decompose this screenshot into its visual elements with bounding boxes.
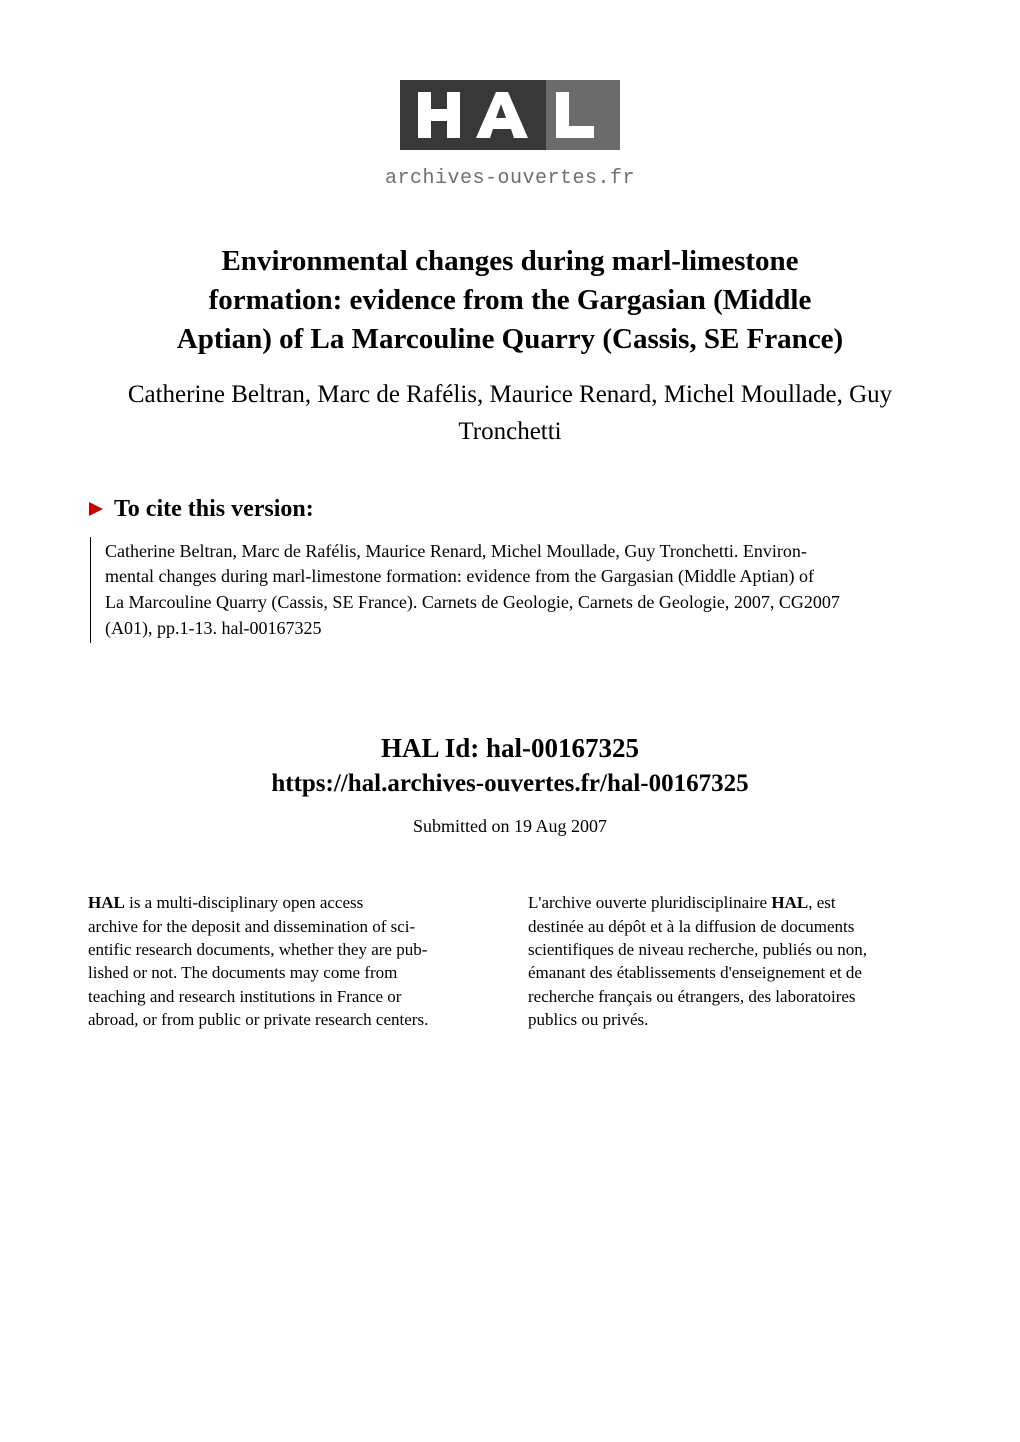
citation-block: Catherine Beltran, Marc de Rafélis, Maur… [90,537,932,643]
left-l4: lished or not. The documents may come fr… [88,963,397,982]
title-line-1: Environmental changes during marl-limest… [221,245,798,277]
description-right: L'archive ouverte pluridisciplinaire HAL… [528,891,932,1032]
citation-line-2: mental changes during marl-limestone for… [105,566,814,586]
right-l5: recherche français ou étrangers, des lab… [528,987,856,1006]
citation-line-4: (A01), pp.1-13. hal-00167325 [105,618,321,638]
citation-line-3: La Marcouline Quarry (Cassis, SE France)… [105,592,840,612]
cite-header: To cite this version: [88,496,932,523]
hal-logo-url: archives-ouvertes.fr [88,167,932,190]
hal-id: HAL Id: hal-00167325 [88,733,932,764]
hal-bold-right: HAL [771,893,808,912]
authors: Catherine Beltran, Marc de Rafélis, Maur… [88,377,932,450]
right-l6: publics ou privés. [528,1010,648,1029]
hal-logo-icon [400,80,620,168]
cite-triangle-icon [88,501,104,517]
title-block: Environmental changes during marl-limest… [96,242,924,359]
title-line-2: formation: evidence from the Gargasian (… [209,284,812,316]
hal-logo-block: archives-ouvertes.fr [88,80,932,190]
right-l1-post: , est [808,893,835,912]
left-l3: entific research documents, whether they… [88,940,427,959]
description-columns: HAL is a multi-disciplinary open access … [88,891,932,1032]
hal-url[interactable]: https://hal.archives-ouvertes.fr/hal-001… [88,770,932,798]
right-l2: destinée au dépôt et à la diffusion de d… [528,917,854,936]
citation-line-1: Catherine Beltran, Marc de Rafélis, Maur… [105,541,807,561]
hal-bold-left: HAL [88,893,125,912]
left-l5: teaching and research institutions in Fr… [88,987,401,1006]
right-l4: émanant des établissements d'enseignemen… [528,963,862,982]
cite-label: To cite this version: [114,496,314,523]
paper-title: Environmental changes during marl-limest… [96,242,924,359]
authors-line-2: Tronchetti [458,418,561,445]
description-left: HAL is a multi-disciplinary open access … [88,891,492,1032]
submission-date: Submitted on 19 Aug 2007 [88,816,932,837]
title-line-3: Aptian) of La Marcouline Quarry (Cassis,… [177,323,843,355]
left-l1: is a multi-disciplinary open access [125,893,363,912]
right-l3: scientifiques de niveau recherche, publi… [528,940,867,959]
authors-line-1: Catherine Beltran, Marc de Rafélis, Maur… [128,381,892,408]
right-l1-pre: L'archive ouverte pluridisciplinaire [528,893,771,912]
hal-id-block: HAL Id: hal-00167325 https://hal.archive… [88,733,932,837]
left-l6: abroad, or from public or private resear… [88,1010,428,1029]
left-l2: archive for the deposit and disseminatio… [88,917,415,936]
